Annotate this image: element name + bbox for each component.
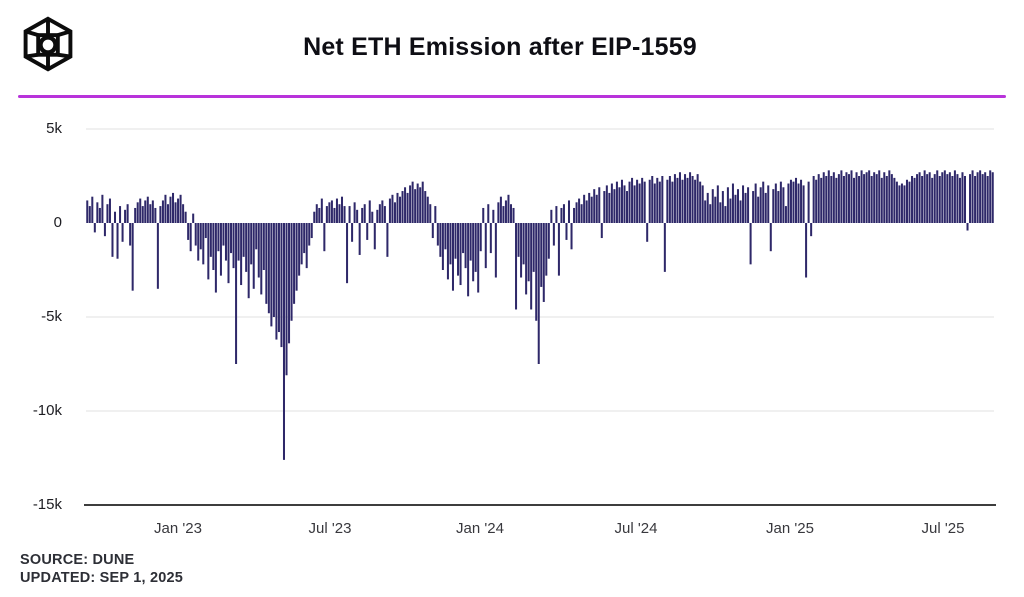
accent-divider bbox=[18, 95, 1006, 98]
x-axis-label-jan25: Jan '25 bbox=[766, 520, 814, 537]
x-axis-label-jan24: Jan '24 bbox=[456, 520, 504, 537]
x-axis-label-jul24: Jul '24 bbox=[614, 520, 658, 537]
y-axis-label-neg5k: -5k bbox=[41, 308, 62, 325]
y-axis-label-neg15k: -15k bbox=[32, 496, 62, 513]
emission-bar-chart bbox=[86, 170, 994, 460]
page-title: Net ETH Emission after EIP-1559 bbox=[303, 33, 697, 61]
gridline-5k bbox=[86, 128, 994, 130]
updated-label: UPDATED: SEP 1, 2025 bbox=[20, 569, 184, 586]
source-label: SOURCE: DUNE bbox=[20, 552, 135, 568]
bars-group bbox=[86, 170, 994, 460]
x-axis-label-jan23: Jan '23 bbox=[154, 520, 202, 537]
y-axis-label-neg10k: -10k bbox=[32, 402, 62, 419]
y-axis-label-0: 0 bbox=[53, 214, 62, 231]
source-note: SOURCE: DUNE UPDATED: SEP 1, 2025 bbox=[20, 552, 183, 587]
gridline-neg5k bbox=[86, 316, 994, 318]
x-axis-label-jul25: Jul '25 bbox=[921, 520, 965, 537]
cube-logo-icon bbox=[23, 16, 73, 72]
x-axis-line bbox=[84, 504, 996, 506]
x-axis-label-jul23: Jul '23 bbox=[308, 520, 352, 537]
y-axis-label-5k: 5k bbox=[46, 120, 62, 137]
gridline-neg10k bbox=[86, 410, 994, 412]
